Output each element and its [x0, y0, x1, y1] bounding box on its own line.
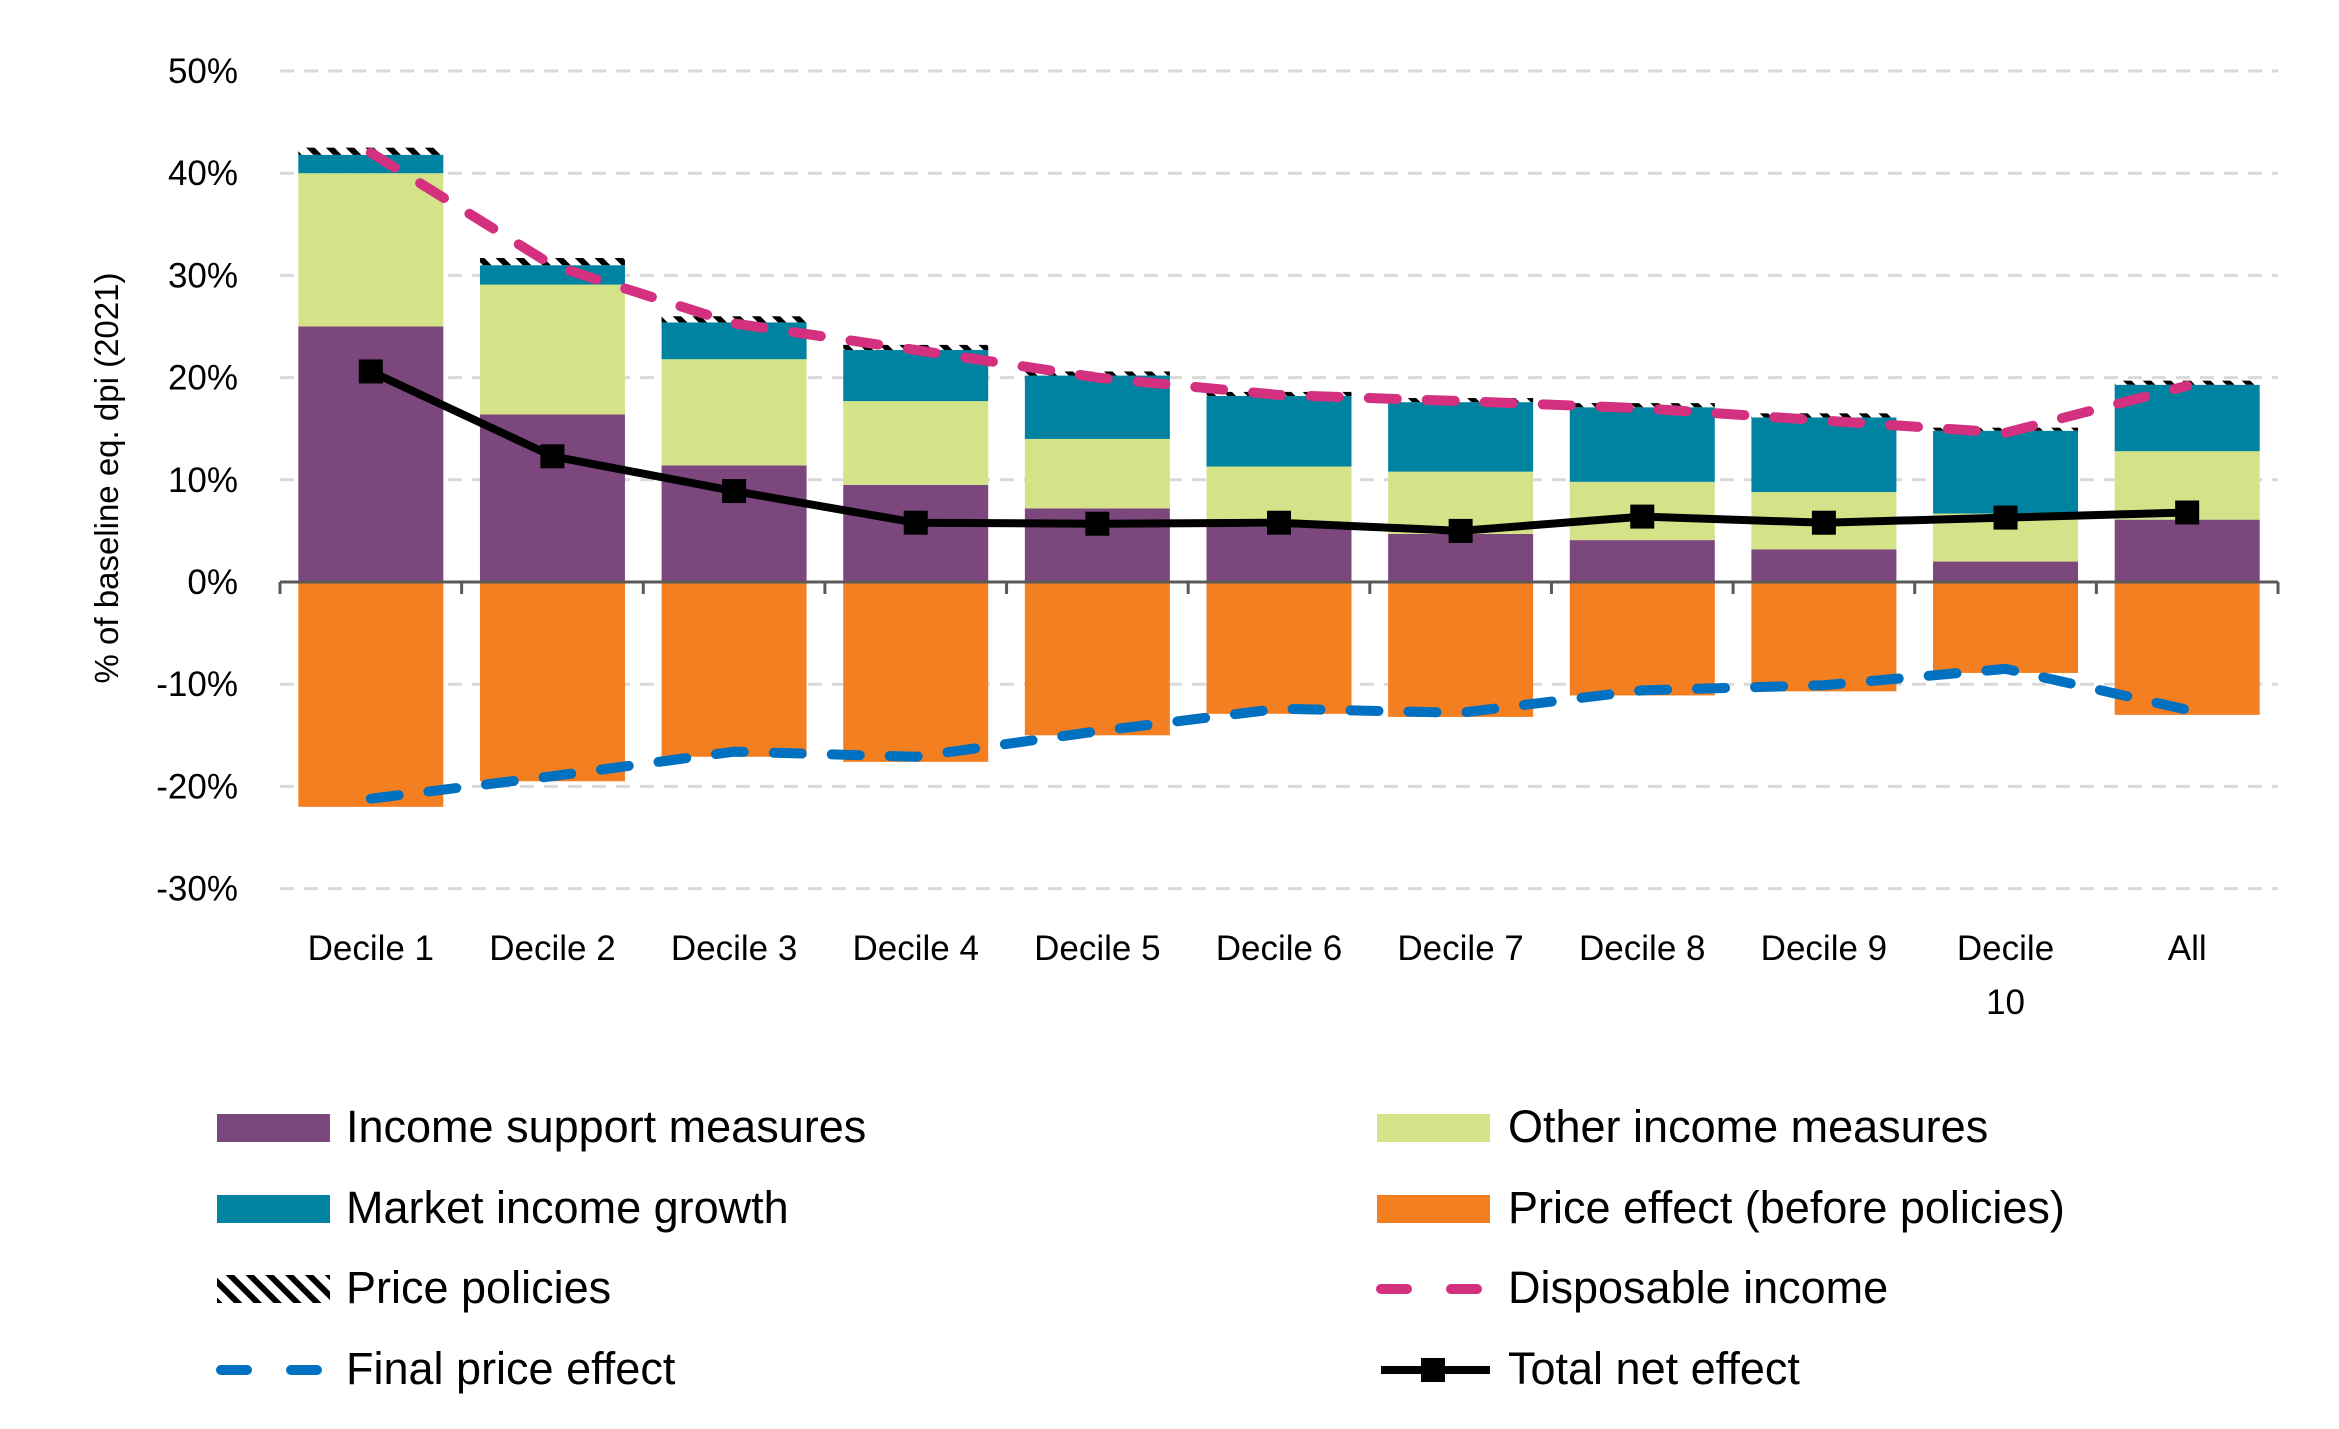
bar-market-income-growth	[1388, 402, 1534, 472]
legend-item: Total net effect	[1381, 1343, 1800, 1394]
bar-price-effect	[298, 582, 444, 807]
legend: Income support measures Other income meas…	[216, 1101, 2065, 1394]
legend-label: Disposable income	[1508, 1262, 1888, 1313]
total-net-effect-marker	[358, 359, 383, 384]
x-category-label: All	[2168, 929, 2207, 968]
x-category-label: Decile 9	[1761, 929, 1887, 968]
total-net-effect-marker	[2175, 500, 2200, 525]
line-final-price-effect	[365, 663, 2193, 804]
y-axis-label: % of baseline eq. dpi (2021)	[88, 273, 125, 684]
total-net-effect-marker	[1630, 504, 1655, 529]
bar-price-effect	[1751, 582, 1897, 692]
bar-other-income-measures	[843, 401, 989, 485]
bar-price-effect	[843, 582, 989, 762]
x-category-label: Decile 1	[308, 929, 434, 968]
bar-income-support-measures	[1933, 561, 2079, 582]
y-tick-label: 0%	[187, 563, 238, 602]
bar-other-income-measures	[479, 284, 625, 415]
bar-market-income-growth	[298, 154, 444, 174]
legend-label: Price policies	[346, 1262, 611, 1313]
legend-label: Income support measures	[346, 1101, 866, 1152]
x-category-label: Decile 5	[1034, 929, 1160, 968]
y-tick-label: -30%	[156, 870, 238, 909]
y-tick-label: 30%	[168, 256, 238, 295]
total-net-effect-marker	[1448, 518, 1473, 543]
x-category-label: Decile 2	[489, 929, 615, 968]
bar-market-income-growth	[1751, 417, 1897, 493]
legend-item: Other income measures	[1377, 1101, 1988, 1152]
bar-price-policies	[479, 258, 625, 266]
bar-income-support-measures	[1751, 549, 1897, 582]
bar-price-effect	[661, 582, 807, 757]
x-category-label: Decile 4	[853, 929, 979, 968]
bar-market-income-growth	[1569, 407, 1715, 482]
y-axis-ticks: -30% -20% -10% 0% 10% 20% 30% 40% 50%	[156, 52, 238, 909]
bar-price-effect	[1388, 582, 1534, 717]
x-category-label: Decile 7	[1397, 929, 1523, 968]
bar-market-income-growth	[661, 322, 807, 360]
x-axis	[278, 580, 2280, 594]
line-disposable-income	[365, 147, 2193, 438]
lines	[358, 147, 2200, 804]
bar-market-income-growth	[1206, 395, 1352, 467]
legend-label: Final price effect	[346, 1343, 676, 1394]
total-net-effect-marker	[722, 479, 747, 504]
legend-swatch	[217, 1195, 330, 1223]
bar-other-income-measures	[298, 173, 444, 327]
total-net-effect-marker	[1993, 505, 2018, 530]
bar-price-effect	[2114, 582, 2260, 715]
legend-label: Market income growth	[346, 1182, 789, 1233]
y-tick-label: 10%	[168, 461, 238, 500]
bar-other-income-measures	[1024, 438, 1170, 509]
x-category-label: Decile 10	[1957, 929, 2054, 1022]
y-tick-label: -10%	[156, 665, 238, 704]
legend-item: Price policies	[217, 1262, 611, 1313]
legend-item: Income support measures	[217, 1101, 866, 1152]
bar-other-income-measures	[661, 359, 807, 466]
bar-price-effect	[1024, 582, 1170, 736]
bar-income-support-measures	[1206, 526, 1352, 582]
legend-swatch	[217, 1114, 330, 1142]
total-net-effect-marker	[1267, 510, 1291, 535]
bar-income-support-measures	[2114, 519, 2260, 582]
legend-label: Other income measures	[1508, 1101, 1988, 1152]
bar-market-income-growth	[479, 265, 625, 285]
legend-item: Disposable income	[1376, 1262, 1888, 1313]
bar-price-effect	[1206, 582, 1352, 714]
bar-price-policies	[1388, 398, 1534, 403]
y-tick-label: 20%	[168, 359, 238, 398]
legend-item: Market income growth	[217, 1182, 789, 1233]
y-tick-label: 40%	[168, 154, 238, 193]
bar-market-income-growth	[1933, 430, 2079, 514]
legend-marker	[1421, 1358, 1445, 1382]
bar-income-support-measures	[479, 414, 625, 582]
bar-price-effect	[479, 582, 625, 782]
legend-label: Total net effect	[1508, 1343, 1800, 1394]
y-tick-label: 50%	[168, 52, 238, 91]
bar-price-effect	[1933, 582, 2079, 673]
legend-swatch	[1377, 1195, 1490, 1223]
total-net-effect-marker	[1085, 511, 1110, 536]
bar-price-policies	[1751, 413, 1897, 418]
y-tick-label: -20%	[156, 767, 238, 806]
legend-item: Price effect (before policies)	[1377, 1182, 2065, 1233]
legend-item: Final price effect	[216, 1343, 676, 1394]
bar-income-support-measures	[1569, 540, 1715, 582]
total-net-effect-marker	[1811, 510, 1836, 535]
x-category-label: Decile 8	[1579, 929, 1705, 968]
legend-swatch	[217, 1275, 330, 1303]
total-net-effect-marker	[903, 510, 928, 535]
x-axis-categories: Decile 1 Decile 2 Decile 3 Decile 4 Decile 5…	[308, 929, 2207, 1022]
bar-price-effect	[1569, 582, 1715, 696]
bar-price-policies	[1569, 403, 1715, 408]
legend-swatch	[1377, 1114, 1490, 1142]
total-net-effect-marker	[540, 444, 565, 469]
x-category-label: Decile 3	[671, 929, 797, 968]
bars	[298, 147, 2260, 807]
x-category-label: Decile 6	[1216, 929, 1342, 968]
legend-label: Price effect (before policies)	[1508, 1182, 2065, 1233]
